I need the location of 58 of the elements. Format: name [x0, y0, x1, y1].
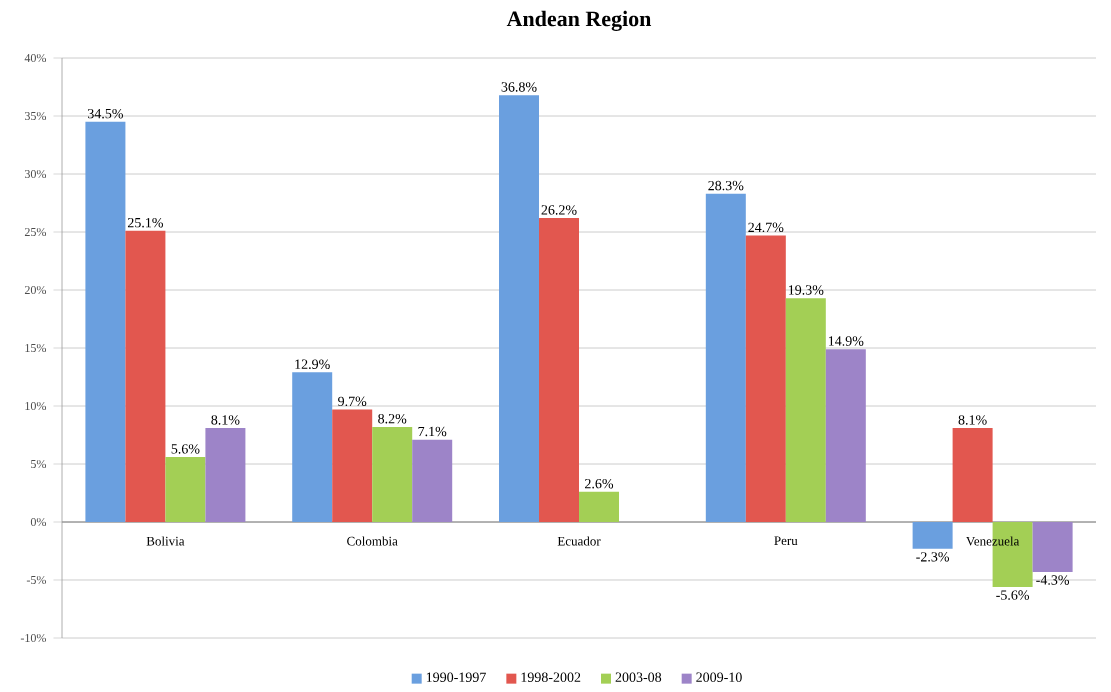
bar: [539, 218, 580, 522]
bar: [825, 349, 866, 522]
x-tick-label: Colombia: [347, 536, 398, 546]
bar: [125, 230, 166, 522]
legend-label: 1998-2002: [521, 672, 581, 682]
y-tick-label: -5%: [26, 575, 47, 585]
legend-label: 2003-08: [615, 672, 662, 682]
data-label: 8.1%: [211, 415, 240, 425]
bar: [292, 372, 333, 522]
x-tick-label: Ecuador: [557, 536, 601, 546]
bar: [85, 121, 126, 522]
data-label: -2.3%: [916, 552, 950, 562]
y-tick-label: 5%: [31, 459, 47, 469]
x-tick-label: Peru: [774, 536, 798, 546]
bar: [785, 298, 826, 522]
data-label: 14.9%: [828, 336, 864, 346]
y-tick-label: 40%: [24, 53, 47, 63]
bar: [205, 428, 246, 522]
data-label: -4.3%: [1036, 575, 1070, 585]
data-label: 28.3%: [708, 180, 744, 191]
bar: [705, 193, 746, 522]
bar: [499, 95, 540, 522]
y-tick-label: 35%: [24, 111, 47, 121]
y-tick-label: 30%: [24, 169, 47, 179]
bar: [1032, 522, 1073, 572]
bar: [412, 439, 453, 522]
x-tick-label: Bolivia: [146, 536, 185, 546]
x-tick-label: Venezuela: [966, 536, 1020, 546]
bar: [952, 428, 993, 522]
data-label: 9.7%: [338, 396, 367, 407]
data-label: 5.6%: [171, 444, 200, 454]
chart-title: Andean Region: [506, 10, 652, 31]
legend-label: 1990-1997: [426, 672, 486, 682]
y-tick-label: 25%: [24, 227, 47, 237]
legend-label: 2009-10: [696, 672, 742, 682]
data-label: 24.7%: [748, 222, 784, 233]
data-label: 7.1%: [418, 426, 447, 437]
y-tick-label: 20%: [24, 285, 47, 295]
data-label: 19.3%: [788, 285, 824, 295]
data-label: 36.8%: [501, 82, 537, 92]
bar: [579, 491, 620, 522]
bar: [372, 426, 413, 522]
data-label: 8.1%: [958, 415, 987, 425]
data-label: -5.6%: [996, 590, 1030, 600]
data-label: 12.9%: [295, 359, 330, 369]
data-label: 8.2%: [378, 413, 407, 424]
bar: [332, 409, 373, 522]
y-tick-label: 0%: [30, 517, 47, 527]
data-label: 26.2%: [541, 205, 577, 215]
y-tick-label: 10%: [25, 401, 47, 411]
bar: [745, 235, 786, 522]
bar: [912, 522, 953, 549]
y-tick-label: 15%: [25, 343, 47, 353]
data-label: 2.6%: [585, 478, 614, 489]
data-label: 25.1%: [127, 217, 163, 228]
y-tick-label: -10%: [20, 633, 47, 643]
bar: [165, 457, 206, 522]
data-label: 34.5%: [87, 108, 123, 119]
